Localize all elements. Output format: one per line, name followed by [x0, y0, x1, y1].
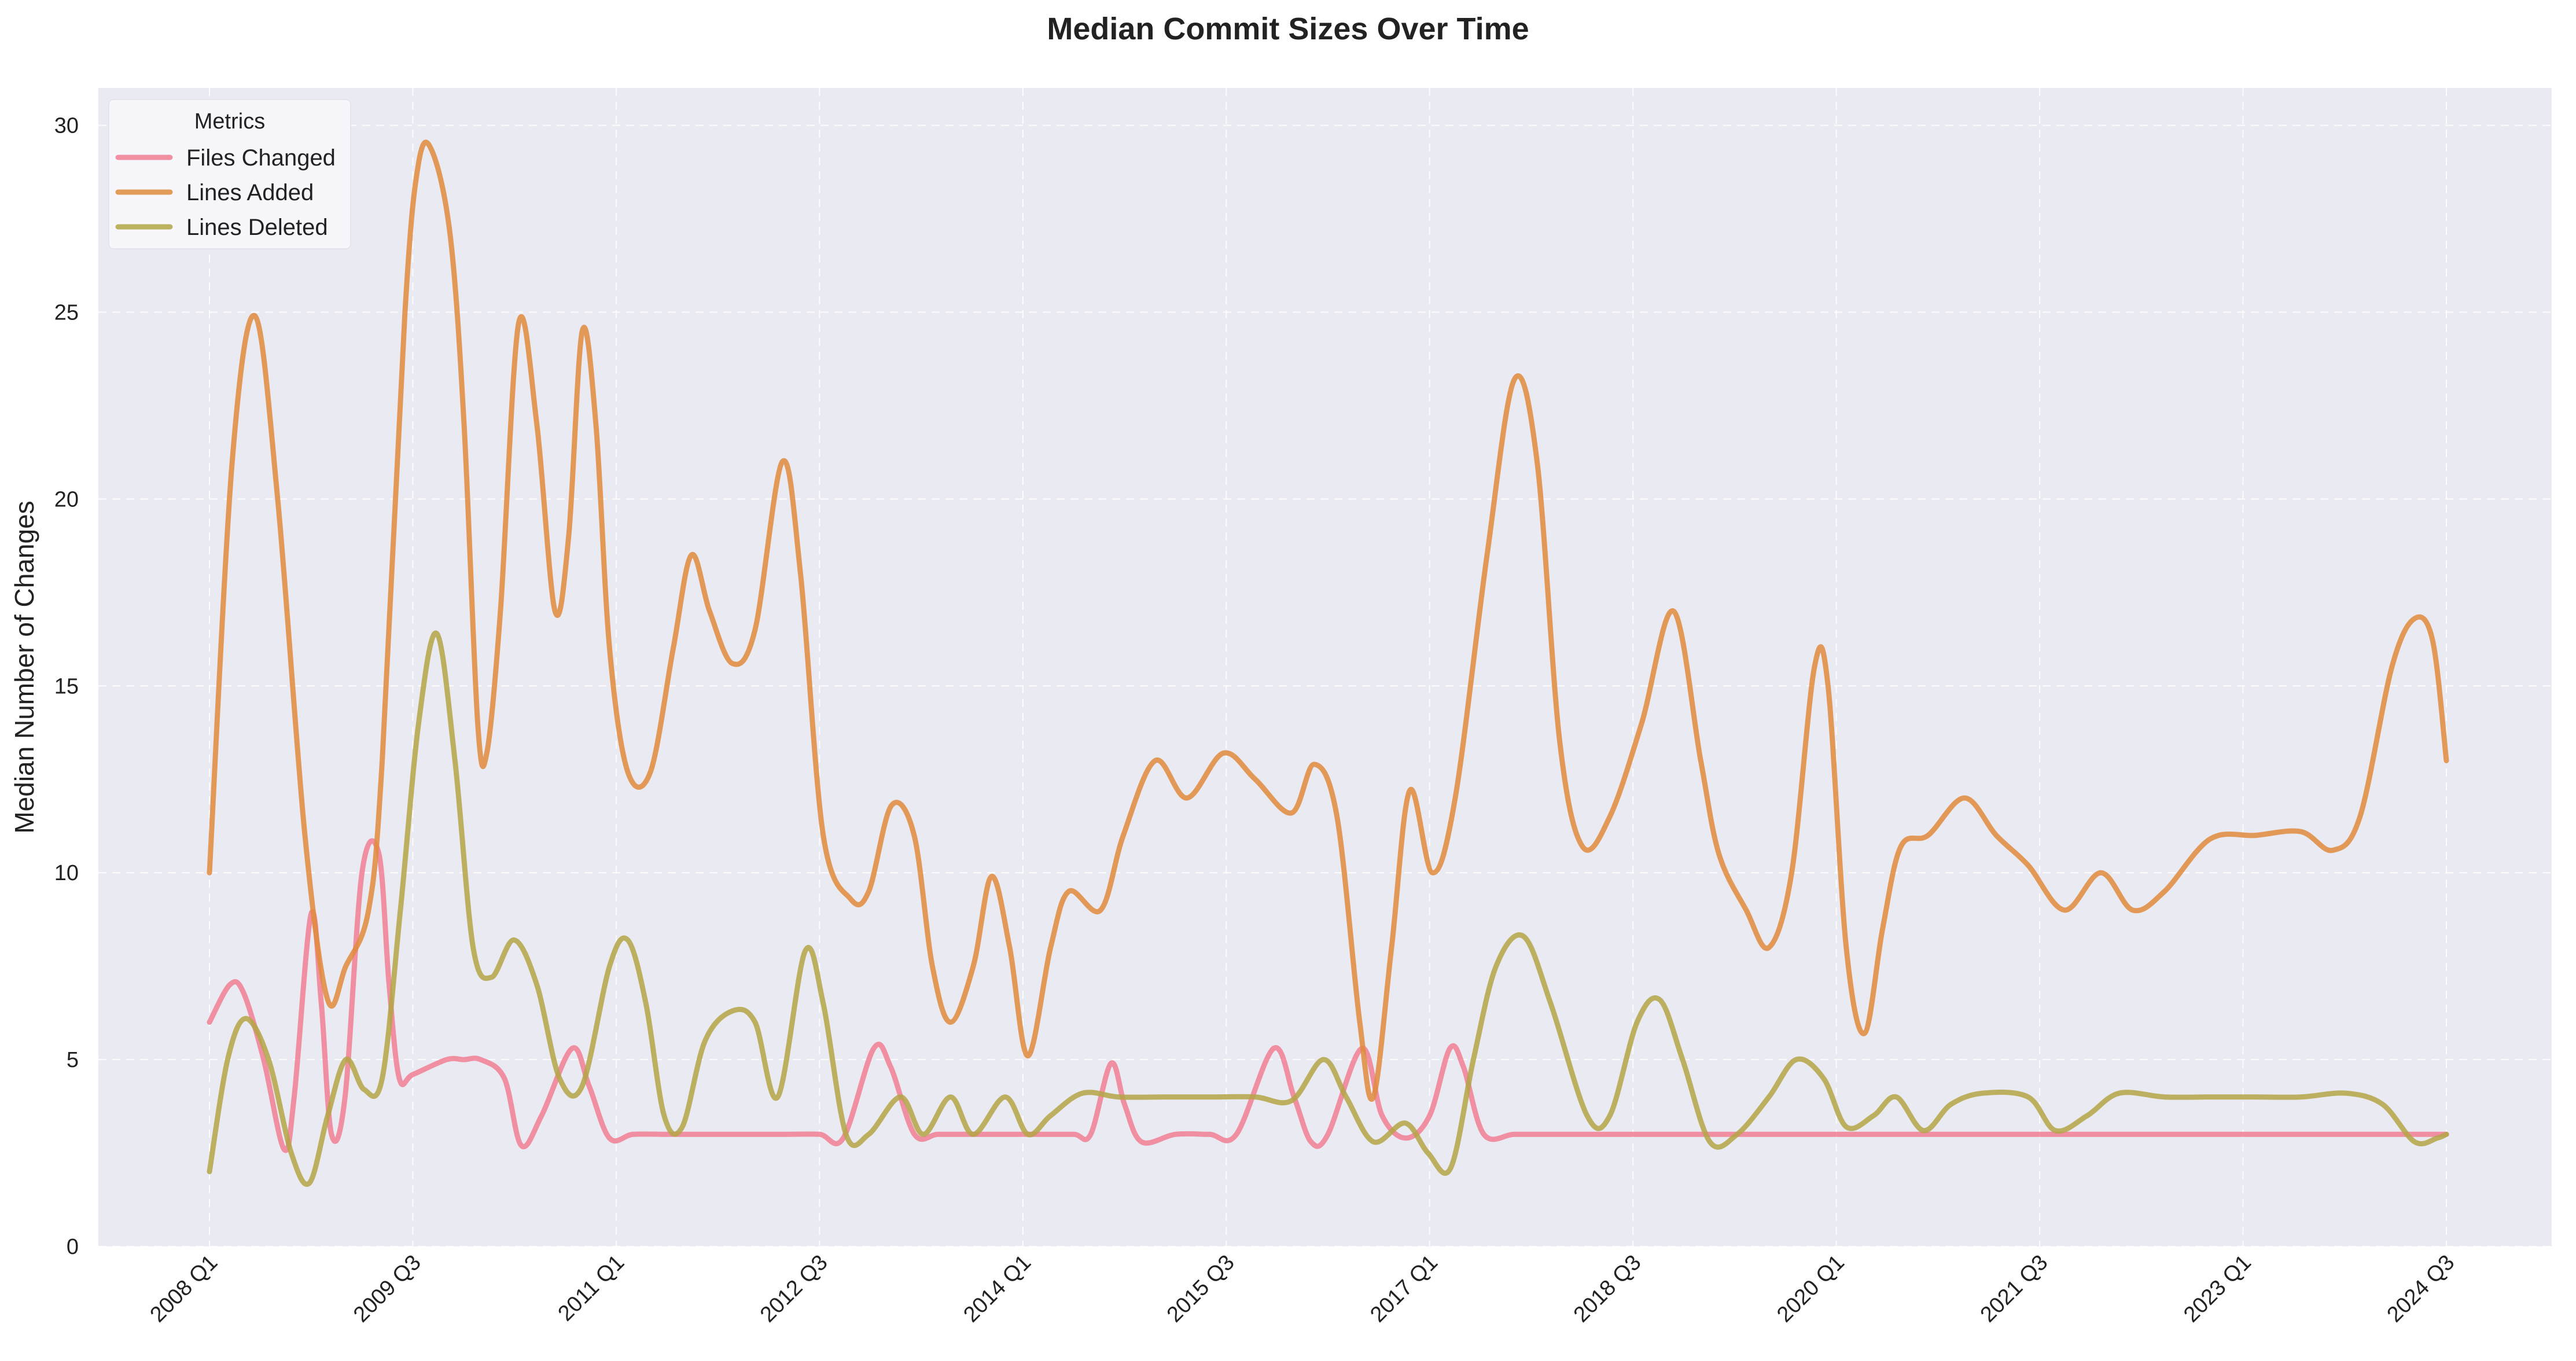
y-tick-label: 5 — [67, 1048, 79, 1072]
x-tick-label: 2017 Q1 — [1366, 1250, 1442, 1327]
legend-title: Metrics — [194, 109, 265, 134]
legend-box — [108, 99, 351, 249]
x-tick-label: 2020 Q1 — [1772, 1250, 1849, 1327]
y-axis-label: Median Number of Changes — [9, 501, 39, 833]
grid-layer — [98, 88, 2552, 1247]
y-tick-label: 30 — [54, 114, 79, 138]
y-axis-ticks: 0 5 10 15 20 25 30 — [54, 114, 79, 1259]
series-line-lines-deleted — [207, 630, 2449, 1187]
y-tick-label: 0 — [67, 1235, 79, 1259]
x-tick-label: 2021 Q3 — [1976, 1250, 2053, 1327]
legend-items: Files Changed Lines Added Lines Deleted — [115, 145, 336, 240]
x-tick-label: 2023 Q1 — [2179, 1250, 2256, 1327]
series-line-files-changed — [207, 838, 2449, 1153]
x-tick-label: 2009 Q3 — [349, 1250, 426, 1327]
y-tick-label: 15 — [54, 674, 79, 698]
series-line-lines-added — [207, 139, 2449, 1102]
x-tick-label: 2012 Q3 — [756, 1250, 833, 1327]
x-tick-label: 2008 Q1 — [146, 1250, 223, 1327]
legend-label: Files Changed — [186, 145, 336, 171]
x-tick-label: 2015 Q3 — [1162, 1250, 1239, 1327]
series-layer — [207, 139, 2449, 1187]
x-tick-label: 2024 Q3 — [2383, 1250, 2460, 1327]
y-tick-label: 10 — [54, 861, 79, 885]
legend-label: Lines Deleted — [186, 215, 328, 240]
x-tick-label: 2011 Q1 — [553, 1250, 629, 1326]
y-tick-label: 25 — [54, 300, 79, 325]
legend: Metrics Files Changed Lines Added Lines De… — [108, 99, 351, 249]
x-tick-label: 2018 Q3 — [1569, 1250, 1646, 1327]
legend-label: Lines Added — [186, 180, 314, 205]
x-axis-ticks: 2008 Q1 2009 Q3 2011 Q1 2012 Q3 2014 Q1 2015 … — [146, 1250, 2460, 1327]
chart-title: Median Commit Sizes Over Time — [1047, 12, 1529, 46]
y-tick-label: 20 — [54, 487, 79, 512]
x-tick-label: 2014 Q1 — [959, 1250, 1036, 1327]
plot-area — [98, 88, 2552, 1246]
